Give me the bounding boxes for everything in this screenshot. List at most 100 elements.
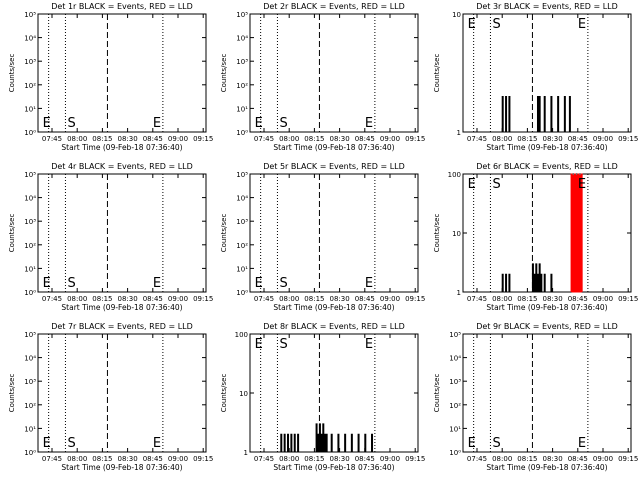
x-axis-label: Start Time (09-Feb-18 07:36:40) xyxy=(486,463,607,472)
x-tick-label: 08:45 xyxy=(143,455,163,463)
y-tick-label: 10² xyxy=(24,82,36,90)
panel-title: Det 9r BLACK = Events, RED = LLD xyxy=(476,322,618,331)
x-tick-label: 07:45 xyxy=(467,295,487,303)
x-tick-label: 09:15 xyxy=(405,135,425,143)
plot-frame xyxy=(249,333,419,453)
x-tick-label: 07:45 xyxy=(42,455,62,463)
x-axis-label: Start Time (09-Feb-18 07:36:40) xyxy=(61,143,182,152)
marker-e-left: E xyxy=(468,177,476,192)
x-tick-label: 09:00 xyxy=(593,135,613,143)
x-tick-label: 08:30 xyxy=(330,295,350,303)
marker-e-left: E xyxy=(255,116,263,131)
y-tick-label: 1 xyxy=(457,289,461,297)
x-tick-label: 09:00 xyxy=(168,135,188,143)
x-tick-label: 08:30 xyxy=(543,135,563,143)
y-axis-label: Counts/sec xyxy=(8,54,16,93)
y-tick-label: 10 xyxy=(239,390,248,398)
x-tick-label: 08:45 xyxy=(355,135,375,143)
x-tick-label: 08:15 xyxy=(92,295,112,303)
marker-s: S xyxy=(279,116,287,131)
x-tick-label: 08:15 xyxy=(517,295,537,303)
x-tick-label: 08:45 xyxy=(568,295,588,303)
y-tick-label: 10⁰ xyxy=(236,129,248,137)
x-tick-label: 09:00 xyxy=(380,455,400,463)
y-tick-label: 10 xyxy=(452,11,461,19)
x-tick-label: 08:00 xyxy=(279,135,299,143)
y-tick-label: 10³ xyxy=(24,218,36,226)
x-tick-label: 09:00 xyxy=(168,455,188,463)
x-tick-label: 07:45 xyxy=(467,455,487,463)
y-tick-label: 10⁴ xyxy=(24,355,36,363)
x-tick-label: 09:15 xyxy=(618,295,638,303)
panel-title: Det 5r BLACK = Events, RED = LLD xyxy=(263,162,405,171)
x-tick-label: 08:00 xyxy=(67,295,87,303)
lld-series xyxy=(570,173,583,293)
x-tick-label: 08:15 xyxy=(92,135,112,143)
y-tick-label: 10¹ xyxy=(24,265,36,273)
panel-title: Det 1r BLACK = Events, RED = LLD xyxy=(51,2,193,11)
y-axis-label: Counts/sec xyxy=(433,214,441,253)
x-tick-label: 09:00 xyxy=(168,295,188,303)
x-tick-label: 09:15 xyxy=(193,135,213,143)
x-tick-label: 08:00 xyxy=(492,295,512,303)
y-tick-label: 10² xyxy=(236,82,248,90)
marker-e-right: E xyxy=(578,17,586,32)
y-tick-label: 10² xyxy=(24,242,36,250)
x-tick-label: 09:00 xyxy=(593,455,613,463)
x-tick-label: 08:30 xyxy=(118,135,138,143)
marker-e-right: E xyxy=(153,276,161,291)
y-tick-label: 1 xyxy=(457,129,461,137)
y-tick-label: 10⁴ xyxy=(449,355,461,363)
x-tick-label: 08:30 xyxy=(118,295,138,303)
marker-s: S xyxy=(67,436,75,451)
y-tick-label: 10² xyxy=(236,242,248,250)
y-axis-label: Counts/sec xyxy=(220,214,228,253)
x-axis-label: Start Time (09-Feb-18 07:36:40) xyxy=(273,143,394,152)
detector-panel-8: Det 8r BLACK = Events, RED = LLD 1 10 100 Co… xyxy=(220,322,425,472)
y-tick-label: 10⁵ xyxy=(24,171,36,179)
y-tick-label: 10⁵ xyxy=(24,331,36,339)
y-axis-label: Counts/sec xyxy=(8,374,16,413)
x-tick-label: 08:00 xyxy=(279,455,299,463)
x-tick-label: 08:30 xyxy=(330,135,350,143)
y-tick-label: 10⁵ xyxy=(236,11,248,19)
x-tick-label: 08:15 xyxy=(517,455,537,463)
y-tick-label: 10⁰ xyxy=(236,289,248,297)
x-axis-label: Start Time (09-Feb-18 07:36:40) xyxy=(273,303,394,312)
y-tick-label: 10⁵ xyxy=(449,331,461,339)
marker-s: S xyxy=(492,436,500,451)
marker-s: S xyxy=(279,337,287,352)
marker-e-right: E xyxy=(578,177,586,192)
marker-s: S xyxy=(67,116,75,131)
events-series xyxy=(531,263,556,293)
plot-frame xyxy=(37,173,207,293)
x-axis-label: Start Time (09-Feb-18 07:36:40) xyxy=(273,463,394,472)
x-tick-label: 08:45 xyxy=(143,295,163,303)
x-tick-label: 08:45 xyxy=(568,135,588,143)
x-tick-label: 08:15 xyxy=(517,135,537,143)
y-tick-label: 10¹ xyxy=(24,425,36,433)
y-axis-label: Counts/sec xyxy=(433,374,441,413)
panel-title: Det 6r BLACK = Events, RED = LLD xyxy=(476,162,618,171)
plot-frame xyxy=(249,173,419,293)
detector-panel-3: Det 3r BLACK = Events, RED = LLD 1 10 Count… xyxy=(433,2,638,152)
marker-s: S xyxy=(492,17,500,32)
panel-title: Det 7r BLACK = Events, RED = LLD xyxy=(51,322,193,331)
x-tick-label: 09:15 xyxy=(405,295,425,303)
y-tick-label: 1 xyxy=(244,449,248,457)
y-tick-label: 10⁰ xyxy=(24,289,36,297)
marker-e-left: E xyxy=(43,276,51,291)
y-tick-label: 10⁴ xyxy=(24,195,36,203)
x-tick-label: 09:00 xyxy=(593,295,613,303)
x-tick-label: 08:15 xyxy=(304,135,324,143)
detector-panel-5: Det 5r BLACK = Events, RED = LLD 10⁰ 10¹ 10… xyxy=(220,162,425,312)
y-tick-label: 100 xyxy=(448,171,461,179)
x-tick-label: 08:45 xyxy=(355,455,375,463)
x-tick-label: 07:45 xyxy=(42,135,62,143)
y-axis-label: Counts/sec xyxy=(220,374,228,413)
plot-frame xyxy=(462,333,632,453)
x-axis-label: Start Time (09-Feb-18 07:36:40) xyxy=(61,303,182,312)
events-series xyxy=(501,273,511,293)
y-tick-label: 10⁴ xyxy=(236,35,248,43)
marker-e-right: E xyxy=(153,436,161,451)
